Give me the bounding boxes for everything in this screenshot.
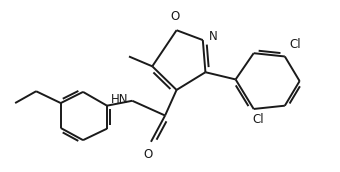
Text: O: O xyxy=(144,148,153,161)
Text: O: O xyxy=(170,10,180,23)
Text: Cl: Cl xyxy=(252,113,264,126)
Text: Cl: Cl xyxy=(290,39,301,51)
Text: N: N xyxy=(209,30,218,43)
Text: HN: HN xyxy=(111,93,128,106)
